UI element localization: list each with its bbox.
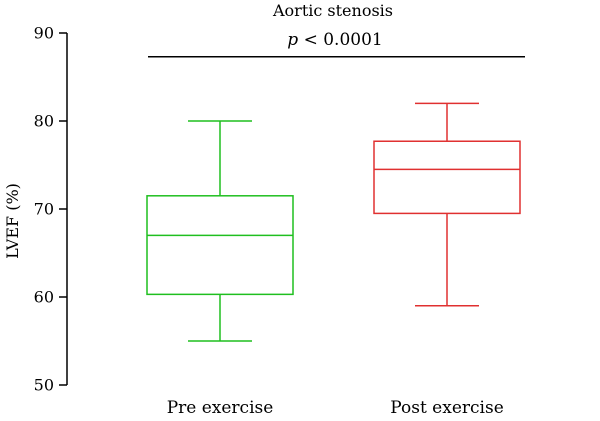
iqr-box-post-exercise (373, 140, 521, 215)
chart-title: Aortic stenosis (272, 1, 393, 20)
y-tick-label-90: 90 (34, 24, 54, 43)
p-symbol: p (287, 30, 298, 50)
y-tick-label-60: 60 (34, 288, 54, 307)
boxes-group: Pre exercise Post exercise (146, 102, 521, 418)
y-tick-label-80: 80 (34, 112, 54, 131)
y-axis-ticks: 50 60 70 80 90 (34, 24, 67, 395)
category-label-post-exercise: Post exercise (390, 398, 504, 416)
iqr-box-pre-exercise (146, 195, 294, 296)
y-tick-label-70: 70 (34, 200, 54, 219)
y-tick-label-50: 50 (34, 376, 54, 395)
y-axis-title: LVEF (%) (3, 183, 22, 259)
p-value-text: < 0.0001 (298, 30, 383, 50)
box-post-exercise: Post exercise (373, 102, 521, 418)
category-label-pre-exercise: Pre exercise (167, 398, 274, 416)
box-pre-exercise: Pre exercise (146, 120, 294, 418)
p-value-annotation: p < 0.0001 (287, 30, 382, 50)
